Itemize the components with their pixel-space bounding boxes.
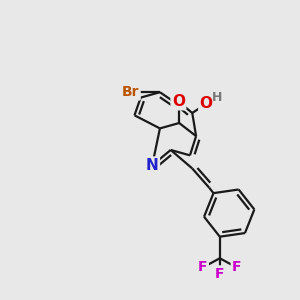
Text: F: F	[215, 267, 224, 281]
Text: H: H	[212, 91, 222, 104]
Text: H: H	[212, 91, 222, 104]
Text: F: F	[232, 260, 242, 274]
Text: O: O	[172, 94, 185, 109]
Text: N: N	[146, 158, 159, 173]
Text: O: O	[200, 96, 213, 111]
Text: N: N	[146, 158, 159, 173]
Text: O: O	[172, 94, 185, 109]
Text: O: O	[200, 96, 213, 111]
Text: F: F	[215, 267, 224, 281]
Text: Br: Br	[122, 85, 140, 99]
Text: F: F	[198, 260, 208, 274]
Text: Br: Br	[122, 85, 140, 99]
Text: F: F	[232, 260, 242, 274]
Text: F: F	[198, 260, 208, 274]
